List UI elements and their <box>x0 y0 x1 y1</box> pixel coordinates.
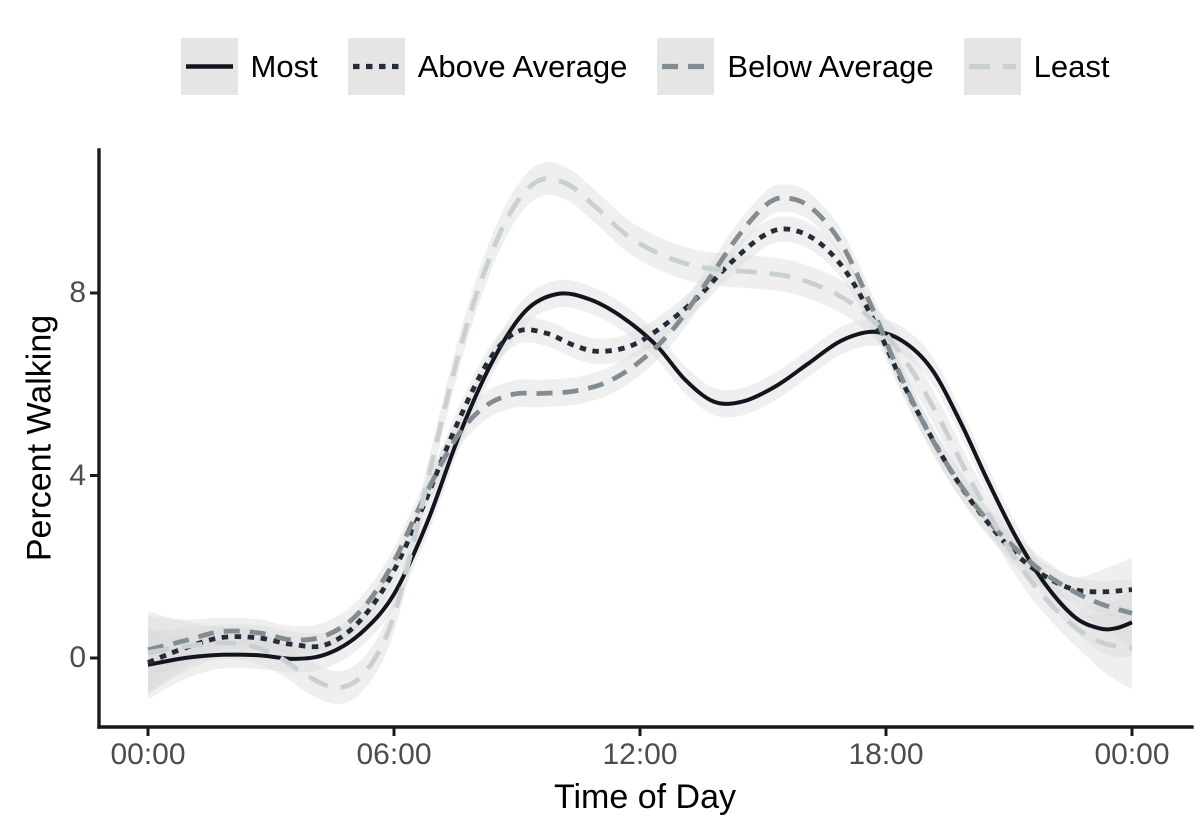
legend-key-above-average-icon <box>347 37 405 95</box>
chart-legend: Most Above Average Below Average Least <box>90 36 1200 96</box>
legend-item-below-average: Below Average <box>657 37 934 95</box>
ribbon-least <box>148 162 1132 705</box>
legend-label-least: Least <box>1033 48 1110 84</box>
legend-key-below-average-icon <box>657 37 715 95</box>
y-tick-label: 4 <box>69 458 86 492</box>
line-most <box>147 291 1133 667</box>
legend-label-below-average: Below Average <box>727 48 934 84</box>
x-tick-label: 12:00 <box>602 738 678 771</box>
x-tick-label: 00:00 <box>1094 738 1170 771</box>
y-tick-label: 0 <box>69 641 86 674</box>
line-above-average <box>147 226 1133 665</box>
x-tick-label: 18:00 <box>848 738 924 771</box>
legend-label-above-average: Above Average <box>417 48 628 84</box>
y-axis-title: Percent Walking <box>20 314 59 562</box>
line-below-average <box>147 195 1133 653</box>
y-tick-label: 8 <box>69 276 86 309</box>
ribbon-above-average <box>148 216 1132 695</box>
legend-item-least: Least <box>963 37 1110 95</box>
legend-key-most-icon <box>180 37 238 95</box>
x-axis-title: Time of Day <box>553 778 736 816</box>
legend-key-least-icon <box>963 37 1021 95</box>
legend-item-above-average: Above Average <box>347 37 628 95</box>
tick-marks <box>90 291 1134 736</box>
x-tick-label: 00:00 <box>110 738 186 771</box>
legend-label-most: Most <box>250 48 318 84</box>
axes <box>97 148 1194 729</box>
legend-item-most: Most <box>180 37 318 95</box>
x-tick-label: 06:00 <box>356 738 432 771</box>
